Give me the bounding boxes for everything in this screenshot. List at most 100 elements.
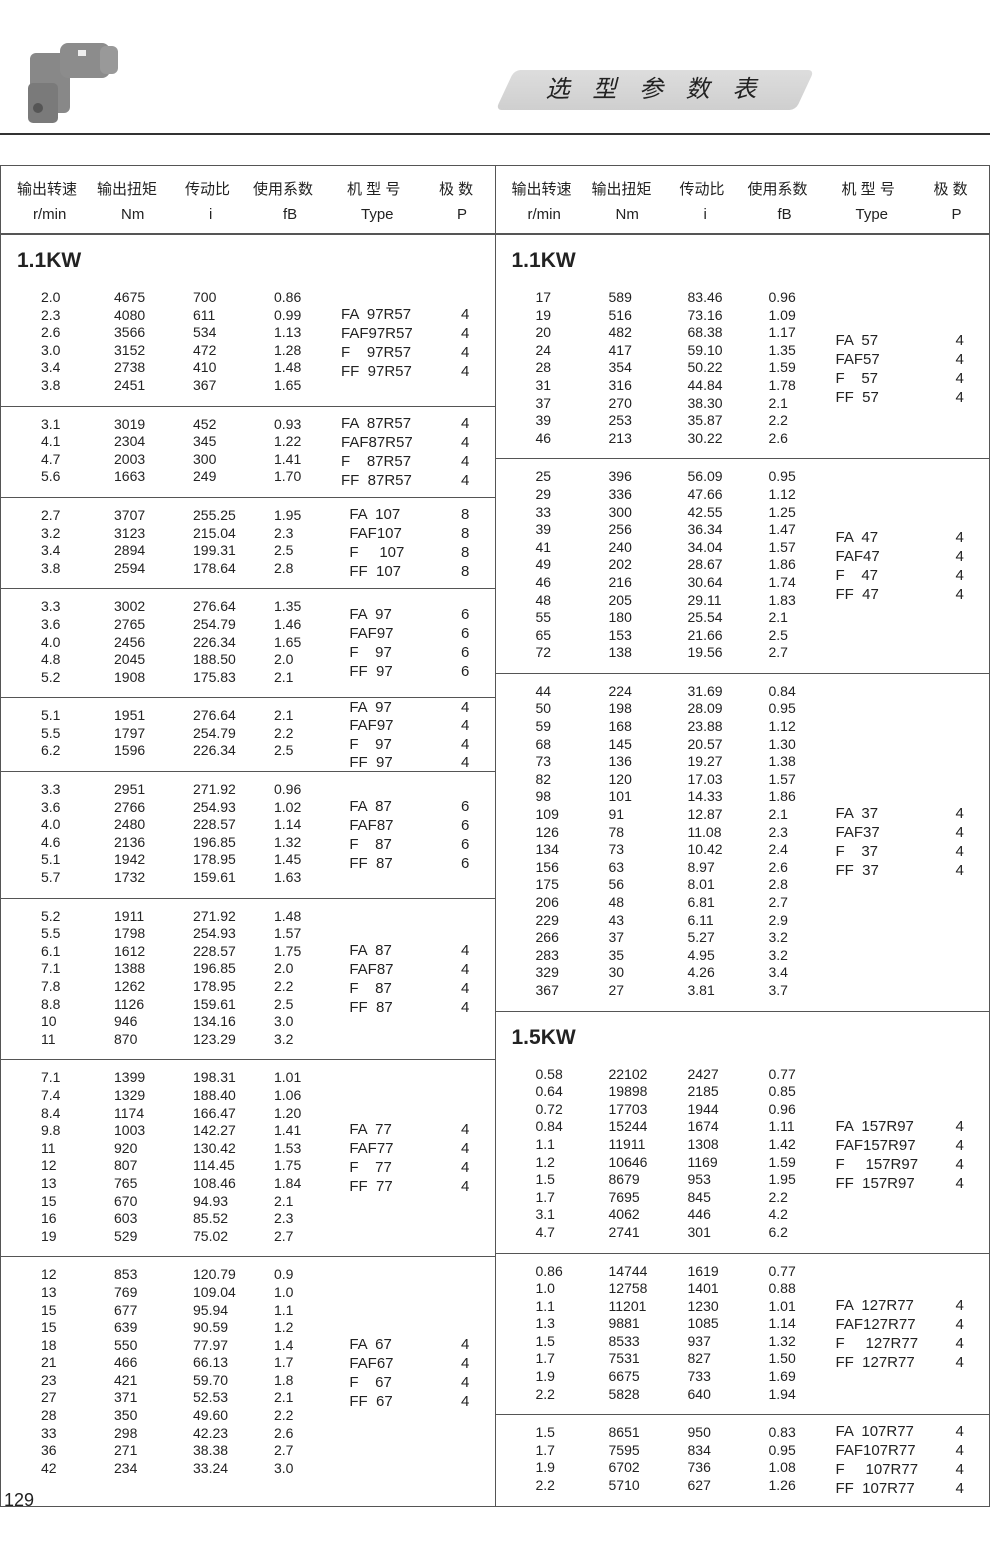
cell-torque: 9881	[608, 1315, 640, 1332]
cell-service-factor: 2.5	[768, 626, 788, 643]
table-row: 134 73 10.42 2.4	[496, 841, 990, 859]
cell-torque: 3019	[114, 415, 146, 432]
table-row: 50 198 28.09 0.95	[496, 700, 990, 718]
cell-speed: 4.0	[41, 816, 61, 833]
cell-ratio: 17.03	[687, 770, 723, 787]
cell-service-factor: 2.3	[274, 1210, 294, 1227]
cell-torque: 256	[608, 521, 632, 538]
table-row: 0.72 17703 1944 0.96	[496, 1101, 990, 1119]
cell-speed: 46	[535, 429, 552, 446]
cell-torque: 138	[608, 644, 632, 661]
cell-torque: 396	[608, 468, 632, 485]
cell-ratio: 42.23	[193, 1424, 229, 1441]
cell-speed: 0.84	[535, 1118, 563, 1135]
table-row: 49 202 28.67 1.86	[496, 556, 990, 574]
cell-ratio: 1944	[687, 1100, 719, 1117]
cell-torque: 603	[114, 1210, 138, 1227]
table-row: 1.2 10646 1169 1.59	[496, 1154, 990, 1172]
cell-speed: 1.9	[535, 1459, 555, 1476]
cell-service-factor: 1.02	[274, 798, 302, 815]
cell-service-factor: 1.32	[274, 833, 302, 850]
cell-service-factor: 1.83	[768, 591, 796, 608]
cell-ratio: 198.31	[193, 1069, 236, 1086]
cell-speed: 44	[535, 682, 552, 699]
cell-torque: 466	[114, 1354, 138, 1371]
cell-ratio: 1230	[687, 1297, 719, 1314]
cell-service-factor: 2.2	[274, 724, 294, 741]
cell-speed: 1.5	[535, 1332, 555, 1349]
cell-speed: 3.6	[41, 798, 61, 815]
cell-service-factor: 1.48	[274, 359, 302, 376]
cell-ratio: 52.53	[193, 1389, 229, 1406]
cell-service-factor: 1.14	[274, 816, 302, 833]
model-group: 0.86 14744 1619 0.77 1.0 12758 1401 0.88 1.1 1120…	[495, 1254, 990, 1416]
cell-service-factor: 1.30	[768, 735, 796, 752]
cell-speed: 5.1	[41, 851, 61, 868]
cell-speed: 41	[535, 538, 552, 555]
cell-service-factor: 1.08	[768, 1459, 796, 1476]
cell-service-factor: 1.65	[274, 633, 302, 650]
cell-service-factor: 0.93	[274, 415, 302, 432]
table-row: 2.2 5828 640 1.94	[496, 1386, 990, 1404]
column-header-service-factor: 使用系数	[253, 181, 314, 198]
cell-ratio: 134.16	[193, 1013, 236, 1030]
table-row: 3.8 2594 178.64 2.8	[1, 560, 495, 578]
table-row: 7.4 1329 188.40 1.06	[1, 1087, 495, 1105]
model-group: 2.7 3707 255.25 1.95 3.2 3123 215.04 2.3 3.4 2894…	[1, 498, 495, 590]
table-row: 5.5 1797 254.79 2.2	[1, 725, 495, 743]
cell-ratio: 23.88	[687, 718, 723, 735]
cell-speed: 2.6	[41, 324, 61, 341]
table-row: 48 205 29.11 1.83	[496, 592, 990, 610]
table-row: 4.1 2304 345 1.22	[1, 433, 495, 451]
cell-ratio: 953	[687, 1171, 711, 1188]
cell-speed: 19	[41, 1227, 57, 1244]
cell-service-factor: 1.59	[768, 359, 796, 376]
cell-torque: 27	[608, 981, 625, 998]
cell-torque: 145	[608, 735, 632, 752]
cell-speed: 48	[535, 591, 552, 608]
cell-service-factor: 1.0	[274, 1283, 294, 1300]
table-row: 12 853 120.79 0.9	[1, 1266, 495, 1284]
cell-ratio: 6.81	[687, 894, 715, 910]
cell-torque: 2480	[114, 816, 146, 833]
cell-speed: 3.2	[41, 524, 61, 541]
cell-ratio: 1308	[687, 1135, 719, 1152]
cell-ratio: 827	[687, 1350, 711, 1367]
cell-service-factor: 1.11	[768, 1118, 795, 1135]
cell-service-factor: 1.22	[274, 433, 302, 450]
cell-service-factor: 2.7	[274, 1442, 294, 1459]
cell-ratio: 178.64	[193, 559, 236, 576]
cell-ratio: 8.97	[687, 858, 715, 875]
cell-torque: 920	[114, 1139, 138, 1156]
column-unit-poles: P	[951, 206, 962, 223]
cell-service-factor: 1.50	[768, 1350, 796, 1367]
cell-speed: 28	[41, 1407, 57, 1424]
table-row: 41 240 34.04 1.57	[496, 539, 990, 557]
table-row: 15 639 90.59 1.2	[1, 1319, 495, 1337]
cell-ratio: 142.27	[193, 1122, 236, 1139]
cell-service-factor: 1.95	[274, 506, 302, 523]
cell-torque: 2456	[114, 633, 146, 650]
table-row: 37 270 38.30 2.1	[496, 395, 990, 413]
cell-torque: 2894	[114, 542, 146, 559]
cell-service-factor: 2.5	[274, 742, 294, 759]
cell-ratio: 59.10	[687, 341, 723, 358]
cell-speed: 31	[535, 376, 552, 393]
cell-service-factor: 3.7	[768, 981, 788, 998]
cell-torque: 271	[114, 1442, 138, 1459]
model-group: 1.5 8651 950 0.83 1.7 7595 834 0.95 1.9 6702 736 1.…	[496, 1415, 990, 1505]
cell-speed: 98	[535, 788, 552, 805]
table-row: 72 138 19.56 2.7	[496, 644, 990, 662]
cell-ratio: 8.01	[687, 876, 715, 893]
model-group: 3.3 3002 276.64 1.35 3.6 2765 254.79 1.46 4.0 245…	[1, 589, 495, 699]
cell-ratio: 446	[687, 1206, 711, 1223]
cell-service-factor: 1.75	[274, 942, 302, 959]
cell-ratio: 35.87	[687, 412, 723, 429]
cell-ratio: 188.50	[193, 651, 236, 668]
cell-speed: 13	[41, 1174, 57, 1191]
table-row: 6.1 1612 228.57 1.75	[1, 943, 495, 961]
table-row: 1.9 6675 733 1.69	[496, 1368, 990, 1386]
table-row: 65 153 21.66 2.5	[496, 627, 990, 645]
cell-service-factor: 2.3	[274, 524, 294, 541]
cell-torque: 946	[114, 1013, 138, 1030]
